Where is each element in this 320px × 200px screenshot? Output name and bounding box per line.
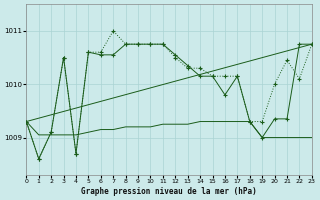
- X-axis label: Graphe pression niveau de la mer (hPa): Graphe pression niveau de la mer (hPa): [81, 187, 257, 196]
